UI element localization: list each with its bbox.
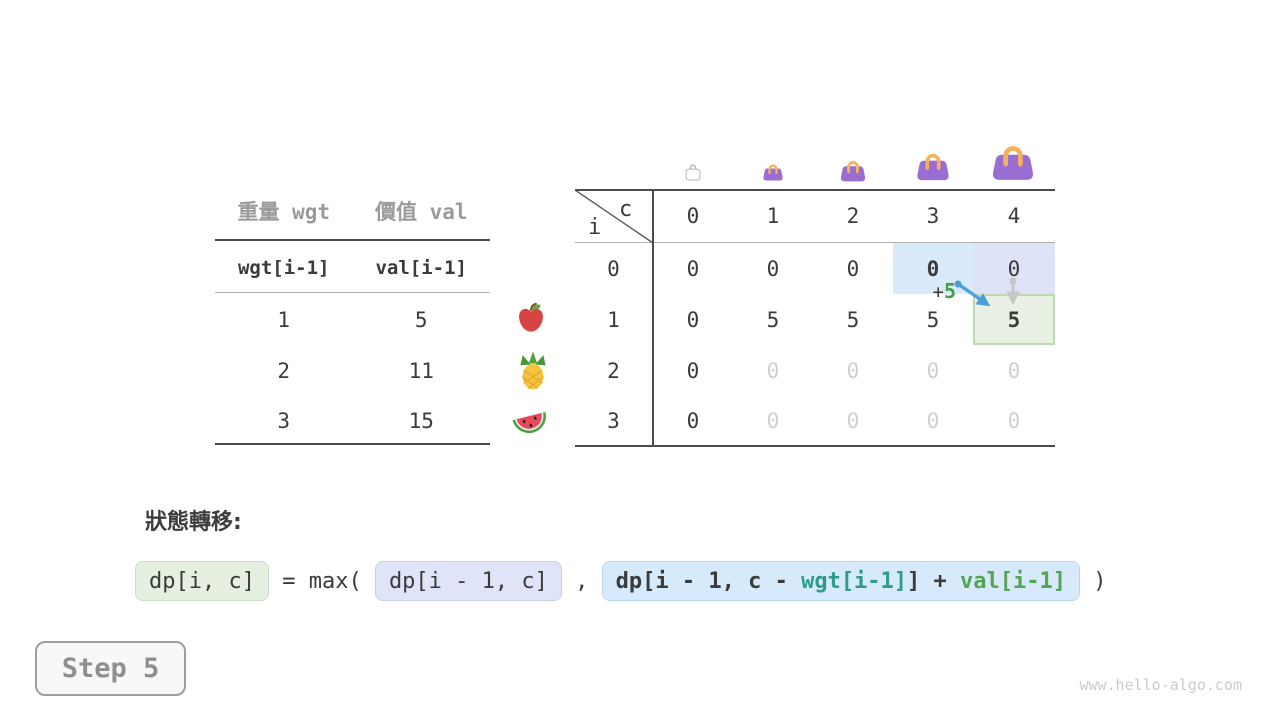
items-table-subheader: wgt[i-1] val[i-1] <box>215 253 490 283</box>
dp-cell: 5 <box>973 294 1055 345</box>
bag-outline-icon <box>685 163 701 181</box>
item-cell: 15 <box>408 409 434 433</box>
transition-title: 狀態轉移: <box>145 510 242 535</box>
item-cell: 5 <box>414 308 428 332</box>
dp-cell: 0 <box>766 358 780 383</box>
step-badge: Step 5 <box>35 641 186 696</box>
dp-cell: 0 <box>766 409 780 433</box>
comma-text: , <box>561 568 602 594</box>
dp-col-header: 4 <box>1007 204 1021 228</box>
formula-arg1-box: dp[i - 1, c] <box>374 561 562 601</box>
equals-max-text: = max( <box>268 568 375 594</box>
weight-header-label: 重量 wgt <box>237 200 331 224</box>
dp-row-label: 2 <box>607 358 620 383</box>
transition-formula: dp[i, c] = max( dp[i - 1, c] , dp[i - 1,… <box>135 561 1107 601</box>
dp-cell: 0 <box>686 358 700 383</box>
dp-cell: 0 <box>973 243 1055 294</box>
dp-cell: 0 <box>1007 409 1021 433</box>
dp-rule-vertical <box>652 190 654 446</box>
val-term: val[i-1] <box>960 568 1066 594</box>
dp-cell: 5 <box>926 307 940 332</box>
dp-cell: 0 <box>686 307 700 332</box>
pineapple-icon <box>518 351 548 391</box>
dp-cell: 0 <box>846 358 860 383</box>
row-var-label: i <box>588 215 602 240</box>
dp-row-label: 3 <box>607 409 620 433</box>
wgt-subheader: wgt[i-1] <box>237 257 330 279</box>
dp-cell: 5 <box>766 307 780 332</box>
dp-cell: 0 <box>686 256 700 281</box>
bag-small-icon <box>762 162 784 181</box>
dp-cell: 0 <box>926 409 940 433</box>
dp-cell: 0 <box>926 358 940 383</box>
val-subheader: val[i-1] <box>375 257 467 279</box>
dp-cell: 0 <box>846 256 860 281</box>
formula-arg2-box: dp[i - 1, c - wgt[i-1]] + val[i-1] <box>601 561 1080 601</box>
dp-cell: 0 <box>766 256 780 281</box>
col-var-label: c <box>619 197 633 222</box>
dp-row-label: 0 <box>607 256 620 281</box>
item-row: 3 15 <box>215 406 490 436</box>
dp-row-label: 1 <box>607 307 620 332</box>
item-cell: 3 <box>277 409 291 433</box>
formula-lhs-box: dp[i, c] <box>135 561 269 601</box>
dp-rule-top <box>575 189 1055 191</box>
items-table-header: 重量 wgt 價值 val <box>215 196 490 226</box>
item-cell: 11 <box>408 359 434 383</box>
bag-medium-icon <box>839 158 867 182</box>
dp-cell: 0 <box>686 409 700 433</box>
watermelon-icon <box>510 406 550 440</box>
dp-col-header: 0 <box>686 204 700 228</box>
items-table-rule-top <box>215 239 490 241</box>
dp-rule-header <box>575 242 1055 243</box>
dp-col-header: 1 <box>766 204 780 228</box>
item-cell: 2 <box>277 359 291 383</box>
watermark: www.hello-algo.com <box>1079 676 1242 694</box>
dp-cell: 0 <box>1007 358 1021 383</box>
item-row: 2 11 <box>215 356 490 386</box>
close-paren-text: ) <box>1080 568 1107 594</box>
dp-rule-bottom <box>575 445 1055 447</box>
apple-icon <box>516 302 546 334</box>
dp-col-header: 2 <box>846 204 860 228</box>
items-table-rule-mid <box>215 292 490 293</box>
dp-cell: 5 <box>846 307 860 332</box>
bag-xlarge-icon <box>990 141 1036 181</box>
dp-col-header: 3 <box>926 204 940 228</box>
bag-large-icon <box>915 150 951 181</box>
corner-diagonal <box>575 190 654 243</box>
plus-five-annotation: +5 <box>932 279 957 303</box>
item-cell: 1 <box>277 308 291 332</box>
wgt-term: wgt[i-1] <box>801 568 908 594</box>
dp-cell: 0 <box>846 409 860 433</box>
items-table-rule-bottom <box>215 443 490 445</box>
value-header-label: 價值 val <box>374 200 468 224</box>
